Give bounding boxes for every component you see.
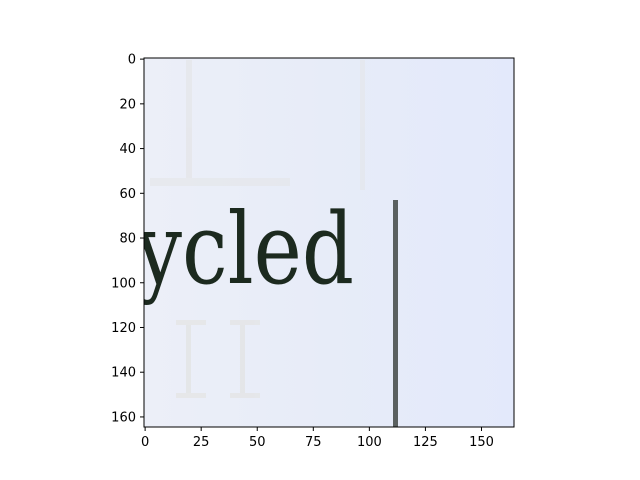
y-tick-label: 40: [119, 142, 136, 157]
y-axis: 0 20 40 60 80 100 120 140 160: [111, 53, 144, 425]
x-tick-label: 75: [305, 435, 322, 450]
y-tick-label: 0: [128, 53, 136, 68]
x-axis: 0 25 50 75 100 125 150: [141, 427, 494, 450]
x-tick-label: 100: [357, 435, 382, 450]
x-tick-label: 150: [469, 435, 494, 450]
vertical-rule: [393, 200, 398, 427]
image-content: ycled: [135, 58, 514, 427]
y-tick-label: 120: [111, 321, 136, 336]
x-tick-label: 50: [249, 435, 266, 450]
y-tick-label: 140: [111, 366, 136, 381]
axes-frame: [143, 57, 515, 428]
y-tick-label: 80: [119, 232, 136, 247]
x-tick-label: 0: [141, 435, 149, 450]
y-tick-label: 100: [111, 276, 136, 291]
word-fragment: ycled: [135, 193, 354, 307]
image-background: [144, 58, 514, 427]
y-tick-label: 20: [119, 97, 136, 112]
x-tick-label: 25: [193, 435, 210, 450]
x-tick-label: 125: [413, 435, 438, 450]
y-tick-label: 160: [111, 410, 136, 425]
y-tick-label: 60: [119, 187, 136, 202]
show-through-marks: [150, 60, 365, 398]
